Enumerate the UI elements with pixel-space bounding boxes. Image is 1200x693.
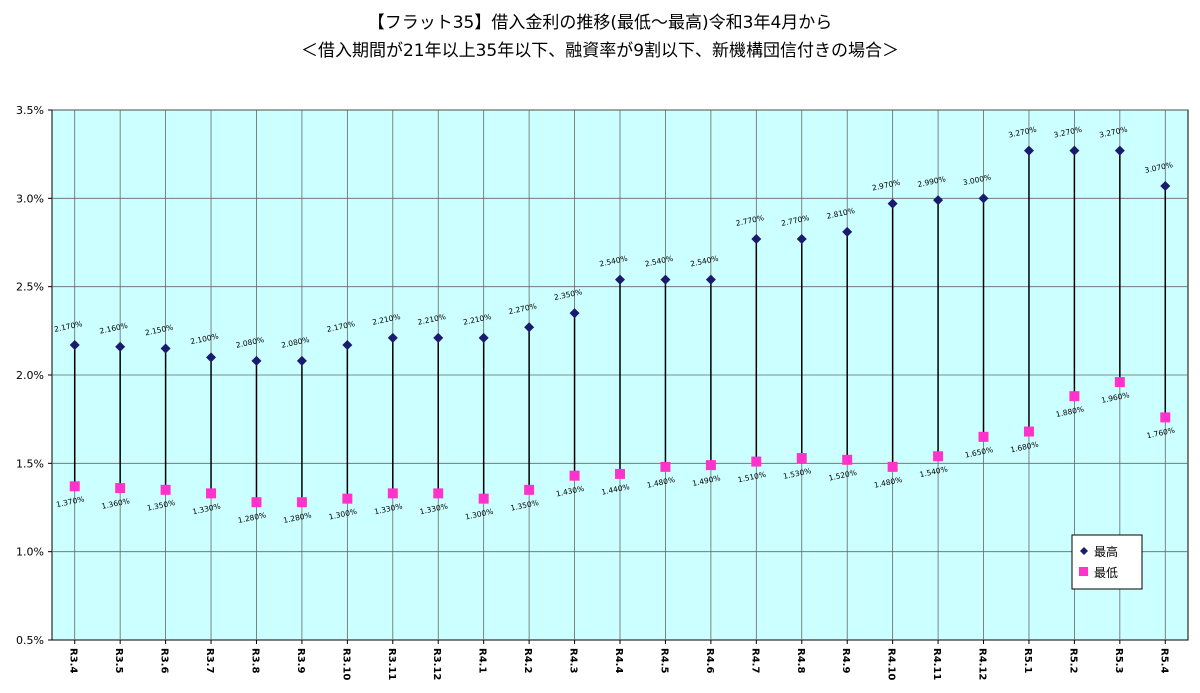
x-tick-label: R4.4 [613, 648, 624, 673]
x-tick-label: R3.5 [113, 648, 124, 673]
y-tick-label: 3.5% [16, 104, 44, 117]
max-point [524, 322, 535, 333]
min-point [387, 488, 398, 499]
min-point [115, 483, 126, 494]
min-point [705, 460, 716, 471]
min-point [660, 461, 671, 472]
min-point [796, 453, 807, 464]
x-tick-label: R5.4 [1158, 648, 1169, 673]
range-lines [73, 150, 1167, 503]
x-tick-label: R5.3 [1113, 648, 1124, 673]
x-tick-label: R4.5 [658, 648, 669, 673]
min-point [433, 488, 444, 499]
x-tick-label: R3.9 [295, 648, 306, 673]
x-tick-label: R4.8 [795, 648, 806, 673]
x-tick-label: R3.8 [249, 648, 260, 673]
x-tick-label: R4.3 [568, 648, 579, 673]
max-point [1160, 180, 1171, 191]
min-point [933, 451, 944, 462]
min-point [615, 468, 625, 479]
max-point [1023, 145, 1034, 156]
y-axis: 0.5% 1.0% 1.5% 2.0% 2.5% 3.0% 3.5% [16, 104, 52, 647]
min-point [1069, 391, 1080, 402]
max-point [751, 233, 762, 244]
max-point [433, 332, 444, 343]
min-point [160, 484, 171, 495]
y-tick-label: 1.0% [16, 546, 44, 559]
max-point [842, 226, 853, 237]
max-point [978, 193, 989, 204]
max-point [1114, 145, 1125, 156]
x-tick-label: R4.9 [840, 648, 851, 673]
legend-min-marker [1079, 567, 1088, 576]
y-tick-label: 1.5% [16, 457, 44, 470]
min-point [524, 484, 535, 495]
y-tick-label: 2.0% [16, 369, 44, 382]
max-point [160, 343, 171, 354]
max-point [796, 233, 807, 244]
y-tick-label: 0.5% [16, 634, 44, 647]
legend-min-label: 最低 [1094, 566, 1118, 580]
x-tick-label: R3.6 [159, 648, 170, 673]
max-point [342, 339, 353, 350]
min-point [206, 488, 217, 499]
legend-max-marker [1080, 547, 1088, 555]
x-tick-label: R4.7 [749, 648, 760, 673]
max-point [615, 274, 625, 285]
max-point [660, 274, 671, 285]
x-tick-label: R3.12 [431, 648, 442, 680]
x-tick-label: R3.10 [340, 648, 351, 680]
min-point [842, 454, 853, 465]
min-point [478, 493, 489, 504]
min-point [887, 461, 898, 472]
legend-max-label: 最高 [1094, 544, 1118, 559]
chart-title: 【フラット35】借入金利の推移(最低〜最高)令和3年4月から [367, 13, 833, 33]
x-tick-label: R5.2 [1067, 648, 1078, 673]
min-point [1114, 377, 1125, 388]
max-point [887, 198, 898, 209]
max-point [478, 332, 489, 343]
legend: 最高 最低 [1071, 534, 1143, 590]
x-tick-label: R4.1 [477, 648, 488, 673]
max-point [933, 195, 944, 206]
max-point [296, 355, 307, 366]
max-point [387, 332, 398, 343]
min-point [1160, 412, 1171, 423]
max-point [206, 352, 217, 363]
max-point [69, 339, 80, 350]
min-point [342, 493, 353, 504]
x-tick-label: R3.11 [386, 648, 397, 680]
max-point [1069, 145, 1080, 156]
min-point [251, 497, 262, 508]
min-point [751, 456, 762, 467]
x-tick-label: R4.11 [931, 648, 942, 680]
x-tick-label: R3.4 [68, 648, 79, 673]
data-marks [69, 145, 1171, 508]
x-tick-label: R4.6 [704, 648, 715, 673]
max-point [569, 308, 580, 319]
x-axis: R3.4 R3.5 R3.6 R3.7 R3.8 R3.9 R3.10 R3.11 R3.12 R… [68, 640, 1169, 680]
legend-box [1071, 534, 1143, 590]
min-point [296, 497, 307, 508]
y-tick-label: 3.0% [16, 192, 44, 205]
x-tick-label: R5.1 [1022, 648, 1033, 673]
x-tick-label: R3.7 [204, 648, 215, 673]
max-point [115, 341, 126, 352]
x-tick-label: R4.10 [886, 648, 897, 680]
min-point [1023, 426, 1034, 437]
min-point [978, 431, 989, 442]
chart-subtitle: ＜借入期間が21年以上35年以下、融資率が9割以下、新機構団信付きの場合＞ [300, 41, 900, 61]
x-tick-label: R4.12 [977, 648, 988, 680]
max-point [705, 274, 716, 285]
x-tick-label: R4.2 [522, 648, 533, 673]
y-tick-label: 2.5% [16, 281, 44, 294]
max-point [251, 355, 262, 366]
min-point [69, 481, 80, 492]
min-point [569, 470, 580, 481]
